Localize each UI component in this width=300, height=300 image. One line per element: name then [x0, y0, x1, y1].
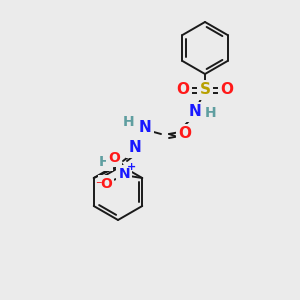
- Text: N: N: [118, 167, 130, 181]
- Text: H: H: [205, 106, 217, 120]
- Text: O: O: [220, 82, 233, 98]
- Text: H: H: [123, 115, 135, 129]
- Text: N: N: [129, 140, 141, 155]
- Text: S: S: [200, 82, 211, 98]
- Text: O: O: [178, 127, 191, 142]
- Text: O: O: [100, 177, 112, 191]
- Text: +: +: [127, 162, 136, 172]
- Text: ⁻: ⁻: [95, 179, 102, 193]
- Text: O: O: [176, 82, 190, 98]
- Text: N: N: [189, 104, 201, 119]
- Text: N: N: [139, 121, 152, 136]
- Text: H: H: [99, 155, 111, 169]
- Text: O: O: [108, 151, 120, 165]
